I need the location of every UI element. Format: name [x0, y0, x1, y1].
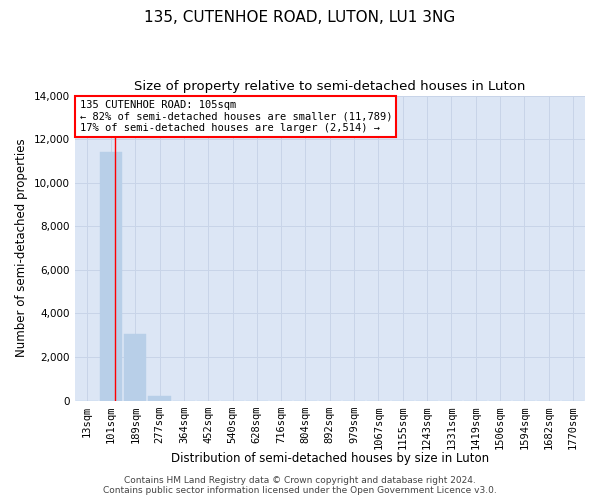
Text: Contains HM Land Registry data © Crown copyright and database right 2024.
Contai: Contains HM Land Registry data © Crown c… [103, 476, 497, 495]
Bar [124, 334, 146, 400]
Bar [148, 396, 171, 400]
X-axis label: Distribution of semi-detached houses by size in Luton: Distribution of semi-detached houses by … [171, 452, 489, 465]
Text: 135 CUTENHOE ROAD: 105sqm
← 82% of semi-detached houses are smaller (11,789)
17%: 135 CUTENHOE ROAD: 105sqm ← 82% of semi-… [80, 100, 392, 134]
Bar [100, 152, 122, 400]
Text: 135, CUTENHOE ROAD, LUTON, LU1 3NG: 135, CUTENHOE ROAD, LUTON, LU1 3NG [145, 10, 455, 25]
Title: Size of property relative to semi-detached houses in Luton: Size of property relative to semi-detach… [134, 80, 526, 93]
Y-axis label: Number of semi-detached properties: Number of semi-detached properties [15, 139, 28, 358]
